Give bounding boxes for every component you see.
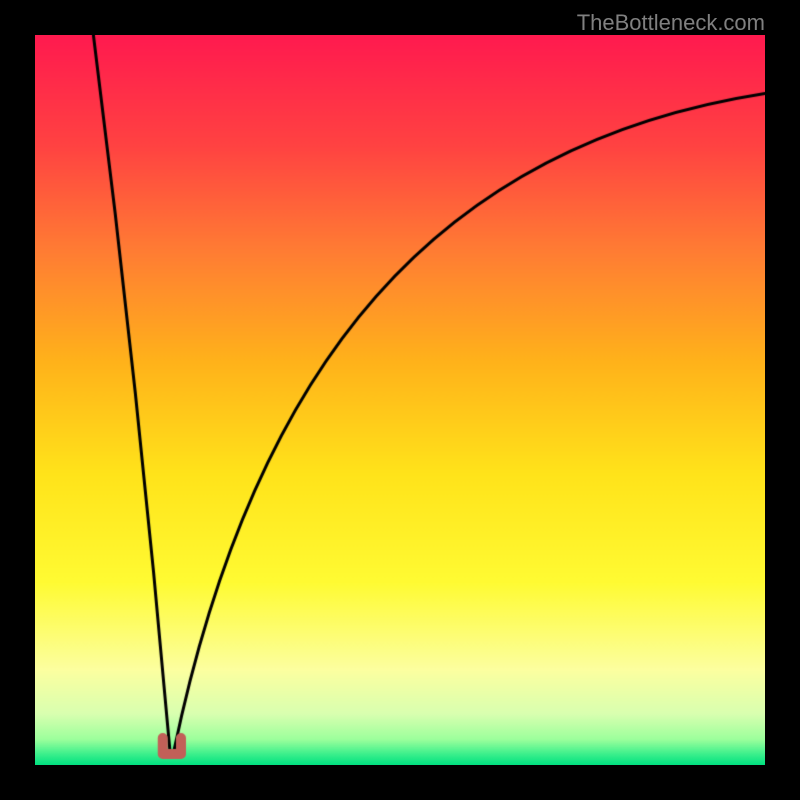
watermark-text: TheBottleneck.com: [577, 10, 765, 36]
bottleneck-chart: [35, 35, 765, 765]
stage: TheBottleneck.com: [0, 0, 800, 800]
